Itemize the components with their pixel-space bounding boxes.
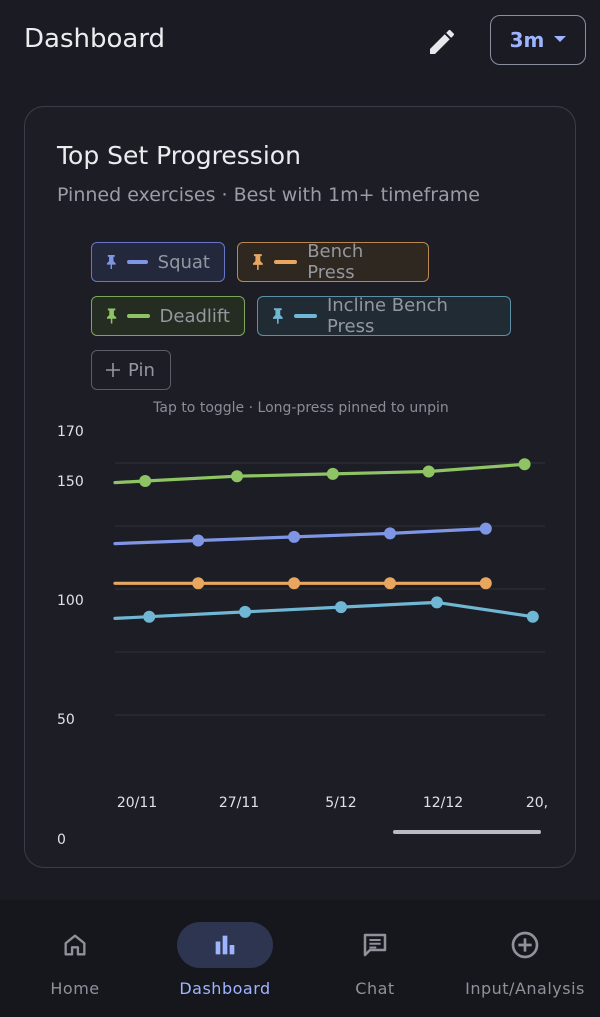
pin-icon xyxy=(272,308,283,324)
data-point xyxy=(143,610,156,623)
nav-item-input-analysis[interactable]: Input/Analysis xyxy=(450,900,600,1017)
bar-chart-icon xyxy=(215,935,235,955)
chip-bench-press[interactable]: Bench Press xyxy=(237,241,429,283)
pin-icon xyxy=(106,308,117,324)
chart-hint: Tap to toggle · Long-press pinned to unp… xyxy=(153,400,449,416)
chip-label: Deadlift xyxy=(159,305,230,327)
y-tick-label: 150 xyxy=(57,474,84,490)
bottom-navigation: Home Dashboard Chat Input/Analysis xyxy=(0,900,600,1017)
data-point xyxy=(479,577,492,590)
nav-label: Input/Analysis xyxy=(465,979,585,998)
data-point xyxy=(518,458,531,471)
pin-icon xyxy=(106,254,116,270)
nav-label: Home xyxy=(50,979,100,998)
chip-label: Squat xyxy=(157,251,210,273)
data-point xyxy=(192,577,205,590)
data-point xyxy=(430,596,443,609)
x-tick-label: 20, xyxy=(526,795,548,811)
app-header: Dashboard 3m xyxy=(0,0,600,90)
data-point xyxy=(422,465,435,478)
chevron-down-icon xyxy=(554,36,567,42)
card-title: Top Set Progression xyxy=(57,141,301,170)
pencil-icon xyxy=(430,29,455,54)
series-line-incline-bench-press xyxy=(113,600,535,620)
legend-line xyxy=(126,260,148,264)
nav-item-dashboard[interactable]: Dashboard xyxy=(150,900,300,1017)
nav-pill xyxy=(477,922,573,968)
x-tick-label: 12/12 xyxy=(423,795,463,811)
nav-label: Chat xyxy=(355,979,395,998)
chip-squat[interactable]: Squat xyxy=(91,242,225,282)
data-point xyxy=(288,577,301,590)
data-point xyxy=(192,534,205,547)
home-icon xyxy=(64,934,86,956)
pin-icon xyxy=(252,254,263,270)
x-tick-label: 27/11 xyxy=(219,795,259,811)
timeframe-value: 3m xyxy=(509,28,545,52)
plus-icon xyxy=(106,363,120,377)
series-line-deadlift xyxy=(113,462,527,485)
y-tick-label: 50 xyxy=(57,712,75,728)
chip-label: Incline Bench Press xyxy=(326,295,448,337)
nav-pill xyxy=(327,922,423,968)
chip-incline-bench-press[interactable]: Incline Bench Press xyxy=(257,295,511,337)
legend-line xyxy=(127,314,150,318)
data-point xyxy=(526,610,539,623)
data-point xyxy=(231,470,243,483)
y-tick-label: 170 xyxy=(57,424,84,440)
nav-item-home[interactable]: Home xyxy=(0,900,150,1017)
data-point xyxy=(139,475,152,487)
nav-pill xyxy=(177,922,273,968)
series-line-squat xyxy=(113,527,488,546)
data-point xyxy=(384,577,396,590)
chart-scrollbar[interactable] xyxy=(393,830,541,834)
y-tick-label: 100 xyxy=(57,593,84,609)
page-title: Dashboard xyxy=(24,24,166,54)
add-pin-label: Pin xyxy=(128,359,155,381)
legend-line xyxy=(273,260,298,264)
nav-label: Dashboard xyxy=(179,979,271,998)
chat-icon xyxy=(363,933,387,957)
chip-label: Bench Press xyxy=(307,241,364,283)
y-tick-label: 0 xyxy=(57,832,66,848)
data-point xyxy=(479,522,492,535)
data-point xyxy=(326,467,339,480)
add-circle-icon xyxy=(511,931,539,959)
data-point xyxy=(335,601,347,614)
chip-deadlift[interactable]: Deadlift xyxy=(91,296,245,336)
progression-chart[interactable]: 170 150 100 50 0 20/11 27/11 5/12 12/12 20, xyxy=(25,107,577,869)
x-tick-label: 20/11 xyxy=(117,795,157,811)
data-point xyxy=(239,605,252,618)
top-set-progression-card: Top Set Progression Pinned exercises · B… xyxy=(24,106,576,868)
legend-line xyxy=(293,314,317,318)
edit-button[interactable] xyxy=(422,22,462,62)
add-pin-button[interactable]: Pin xyxy=(91,350,171,390)
card-subtitle: Pinned exercises · Best with 1m+ timefra… xyxy=(57,184,480,206)
nav-item-chat[interactable]: Chat xyxy=(300,900,450,1017)
timeframe-dropdown[interactable]: 3m xyxy=(490,15,586,65)
data-point xyxy=(384,527,396,540)
x-tick-label: 5/12 xyxy=(325,795,356,811)
data-point xyxy=(288,530,301,543)
nav-pill xyxy=(27,922,123,968)
